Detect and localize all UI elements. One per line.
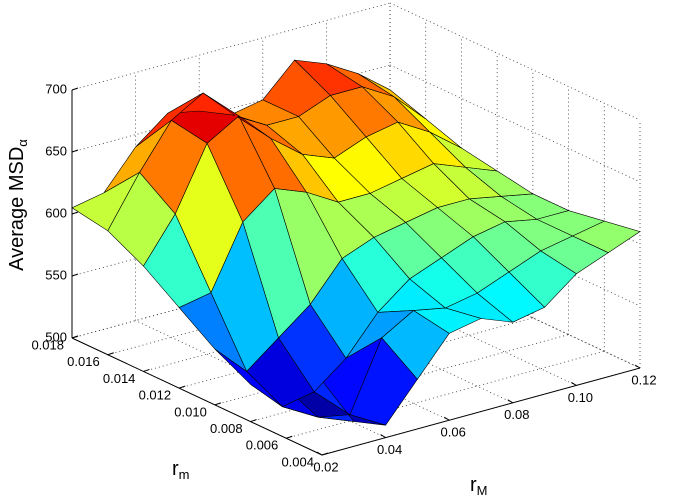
y-tick <box>214 402 222 406</box>
x-tick <box>380 434 386 439</box>
y-tick <box>286 435 293 439</box>
z-tick-label: 500 <box>45 329 67 344</box>
surface-cell <box>71 171 141 232</box>
grid-line <box>286 350 605 439</box>
y-tick-label: 0.018 <box>31 337 64 352</box>
grid-line <box>389 2 641 121</box>
z-tick-label: 550 <box>45 267 67 282</box>
y-tick-label: 0.006 <box>246 438 279 453</box>
x-tick-label: 0.12 <box>631 372 656 387</box>
x-tick-label: 0.10 <box>568 390 593 405</box>
y-tick-label: 0.004 <box>281 454 314 469</box>
y-tick-label: 0.012 <box>139 388 172 403</box>
z-tick <box>71 87 79 91</box>
x-tick <box>443 416 450 421</box>
y-tick <box>178 385 186 389</box>
y-tick <box>250 419 257 423</box>
x-tick <box>634 364 641 369</box>
axis-layer: 500 550 600 650 700 0.0040.0060.0080.0100.012… <box>31 81 656 474</box>
y-axis-label: rm <box>172 458 190 482</box>
x-tick-label: 0.02 <box>313 459 338 474</box>
z-tick-label: 700 <box>45 81 67 96</box>
y-tick <box>107 352 114 356</box>
x-tick-label: 0.06 <box>441 425 466 440</box>
x-tick <box>507 399 514 404</box>
x-tick <box>316 451 323 456</box>
x-axis <box>321 367 641 456</box>
y-tick <box>71 335 79 339</box>
z-tick-label: 600 <box>45 205 67 220</box>
z-tick <box>71 273 79 277</box>
x-tick-label: 0.04 <box>377 442 402 457</box>
y-tick <box>321 452 329 456</box>
y-tick-label: 0.008 <box>210 421 243 436</box>
grid-line <box>71 64 391 153</box>
grid-line <box>71 2 391 91</box>
x-axis-label: rM <box>470 474 488 498</box>
x-tick-label: 0.08 <box>504 407 529 422</box>
z-tick <box>71 149 79 153</box>
y-tick <box>143 368 150 372</box>
y-tick-label: 0.014 <box>103 371 136 386</box>
y-axis <box>71 337 323 456</box>
z-axis-label: Average MSDα <box>6 139 30 271</box>
z-tick <box>71 211 79 215</box>
surface <box>71 59 641 426</box>
y-tick-label: 0.016 <box>67 354 100 369</box>
x-tick <box>571 381 577 386</box>
z-tick-label: 650 <box>45 143 67 158</box>
y-tick-label: 0.010 <box>174 404 207 419</box>
